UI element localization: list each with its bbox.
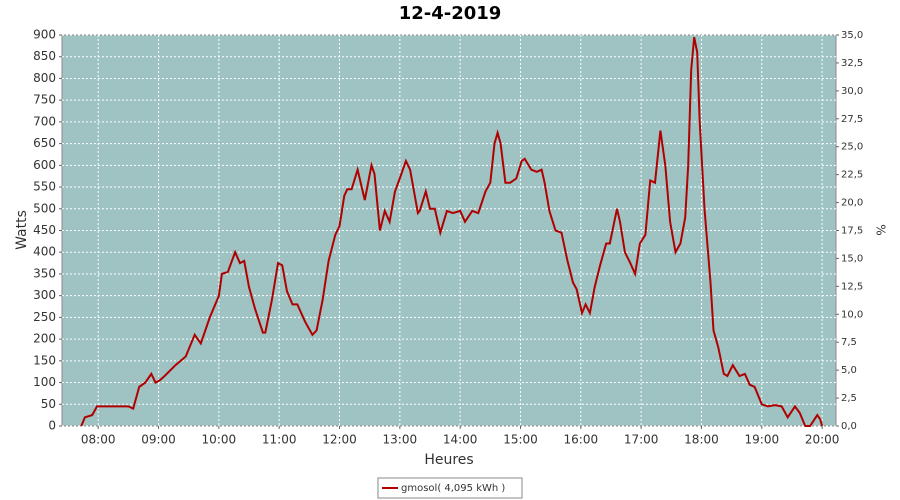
x-tick-label: 13:00: [383, 433, 418, 447]
y2-tick-label: 30,0: [841, 86, 863, 97]
y-tick-label: 0: [48, 419, 56, 433]
x-tick-label: 16:00: [564, 433, 599, 447]
x-tick-label: 20:00: [805, 433, 840, 447]
y-tick-label: 150: [33, 353, 56, 367]
y2-tick-label: 20,0: [841, 198, 863, 209]
y-tick-label: 200: [33, 332, 56, 346]
y2-tick-label: 32,5: [841, 58, 863, 69]
x-tick-label: 08:00: [81, 433, 116, 447]
y2-tick-label: 25,0: [841, 142, 863, 153]
y-tick-label: 50: [41, 397, 56, 411]
x-tick-label: 15:00: [503, 433, 538, 447]
x-tick-label: 11:00: [262, 433, 297, 447]
y-tick-label: 800: [33, 71, 56, 85]
x-tick-label: 10:00: [202, 433, 237, 447]
chart-title: 12-4-2019: [399, 3, 502, 24]
y2-tick-label: 12,5: [841, 281, 863, 292]
y2-tick-label: 15,0: [841, 253, 863, 264]
x-axis-label: Heures: [424, 452, 473, 468]
y-tick-label: 550: [33, 180, 56, 194]
y-tick-label: 350: [33, 266, 56, 280]
y-tick-label: 400: [33, 245, 56, 259]
y2-tick-label: 0,0: [841, 421, 857, 432]
legend-label: gmosol( 4,095 kWh ): [401, 483, 505, 494]
y-tick-label: 300: [33, 288, 56, 302]
legend-box: [377, 477, 523, 499]
x-tick-label: 18:00: [684, 433, 719, 447]
x-tick-label: 17:00: [624, 433, 659, 447]
y-tick-label: 750: [33, 93, 56, 107]
y-tick-label: 450: [33, 223, 56, 237]
y2-tick-label: 5,0: [841, 365, 857, 376]
y2-tick-label: 10,0: [841, 309, 863, 320]
data-line: [80, 37, 824, 427]
y-tick-label: 500: [33, 201, 56, 215]
y-tick-label: 600: [33, 158, 56, 172]
y-tick-label: 100: [33, 375, 56, 389]
y-tick-label: 900: [33, 28, 56, 42]
y-tick-label: 700: [33, 114, 56, 128]
y-tick-label: 650: [33, 136, 56, 150]
y2-tick-label: 7,5: [841, 337, 857, 348]
y2-axis-label: %: [874, 224, 888, 235]
x-tick-label: 19:00: [745, 433, 780, 447]
y-axis-label: Watts: [14, 210, 30, 250]
x-tick-label: 09:00: [141, 433, 176, 447]
x-tick-label: 14:00: [443, 433, 478, 447]
y-tick-label: 250: [33, 310, 56, 324]
y2-tick-label: 2,5: [841, 393, 857, 404]
y-tick-label: 850: [33, 49, 56, 63]
x-tick-label: 12:00: [322, 433, 357, 447]
y2-tick-label: 22,5: [841, 170, 863, 181]
y2-tick-label: 27,5: [841, 114, 863, 125]
y2-tick-label: 35,0: [841, 30, 863, 41]
y2-tick-label: 17,5: [841, 226, 863, 237]
